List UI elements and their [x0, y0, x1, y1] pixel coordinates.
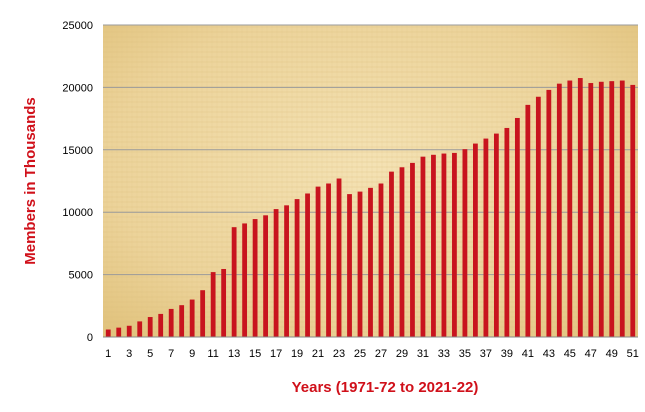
x-tick-label: 43 [543, 348, 555, 360]
bar [598, 81, 604, 337]
bar [577, 78, 583, 337]
x-tick-label: 23 [333, 348, 345, 360]
bar [231, 227, 237, 337]
bar [252, 219, 258, 337]
x-tick-label: 17 [270, 348, 282, 360]
x-axis-title: Years (1971-72 to 2021-22) [292, 379, 479, 396]
bars [105, 78, 636, 338]
bar [179, 305, 185, 337]
x-tick-label: 31 [417, 348, 429, 360]
bar [504, 127, 510, 338]
bar [441, 153, 447, 337]
x-tick-label: 11 [207, 348, 218, 360]
bar [126, 325, 132, 337]
bar [483, 138, 489, 337]
bar [462, 149, 468, 337]
x-tick-label: 21 [312, 348, 324, 360]
bar [315, 186, 321, 337]
bar [116, 327, 122, 337]
bar [147, 317, 153, 337]
x-tick-label: 27 [375, 348, 387, 360]
y-tick-label: 20000 [62, 82, 93, 94]
bar [305, 193, 310, 337]
y-tick-label: 0 [87, 332, 93, 344]
x-tick-label: 51 [627, 348, 639, 360]
y-tick-label: 25000 [62, 20, 93, 32]
bar [168, 308, 174, 337]
bar [588, 83, 594, 337]
bar [431, 154, 436, 337]
x-tick-label: 45 [564, 348, 576, 360]
bar [284, 205, 289, 337]
bar [294, 199, 300, 337]
x-tick-label: 47 [585, 348, 597, 360]
x-tick-label: 15 [249, 348, 261, 360]
bar [347, 194, 352, 337]
x-tick-label: 7 [168, 348, 174, 360]
bar [546, 89, 552, 337]
bar [273, 209, 279, 337]
bar [242, 223, 248, 337]
bar [221, 268, 227, 337]
bar [378, 183, 384, 337]
x-tick-label: 35 [459, 348, 471, 360]
y-axis-tick-labels: 0 5000 10000 15000 20000 25000 [62, 20, 93, 344]
x-tick-label: 19 [291, 348, 303, 360]
bar [326, 183, 331, 337]
bar [336, 178, 342, 337]
x-tick-label: 3 [126, 348, 132, 360]
x-tick-label: 1 [105, 348, 111, 360]
bar [210, 272, 216, 337]
bar [514, 117, 520, 337]
bar [357, 191, 363, 337]
bar [525, 104, 531, 337]
x-tick-label: 49 [606, 348, 618, 360]
bar [137, 321, 143, 337]
x-tick-label: 41 [522, 348, 534, 360]
x-axis-tick-labels: 1 3 5 7 9 11 13 15 17 19 21 23 25 27 29 31 33 35 37 39 41 43 4… [105, 348, 639, 360]
bar [535, 96, 541, 337]
bar [200, 290, 206, 337]
y-axis-title: Members in Thousands [22, 97, 39, 265]
x-tick-label: 5 [147, 348, 153, 360]
bar [473, 143, 478, 337]
bar [567, 80, 573, 337]
bar [399, 167, 405, 337]
bar [105, 329, 111, 337]
x-tick-label: 33 [438, 348, 450, 360]
bar [410, 162, 415, 337]
bar [609, 81, 615, 337]
bar [158, 313, 164, 337]
bar [263, 215, 268, 337]
bar [420, 156, 426, 337]
x-tick-label: 9 [189, 348, 195, 360]
bar [189, 299, 195, 337]
y-tick-label: 15000 [62, 145, 93, 157]
bar [368, 187, 373, 337]
bar [619, 80, 625, 337]
y-tick-label: 5000 [69, 270, 93, 282]
x-tick-label: 37 [480, 348, 492, 360]
bar [630, 84, 636, 338]
bar [452, 152, 457, 337]
x-tick-label: 39 [501, 348, 513, 360]
y-tick-label: 10000 [62, 207, 93, 219]
x-tick-label: 13 [228, 348, 240, 360]
bar [493, 133, 499, 337]
bar [389, 171, 394, 337]
x-tick-label: 29 [396, 348, 408, 360]
bar [556, 83, 562, 337]
x-tick-label: 25 [354, 348, 366, 360]
